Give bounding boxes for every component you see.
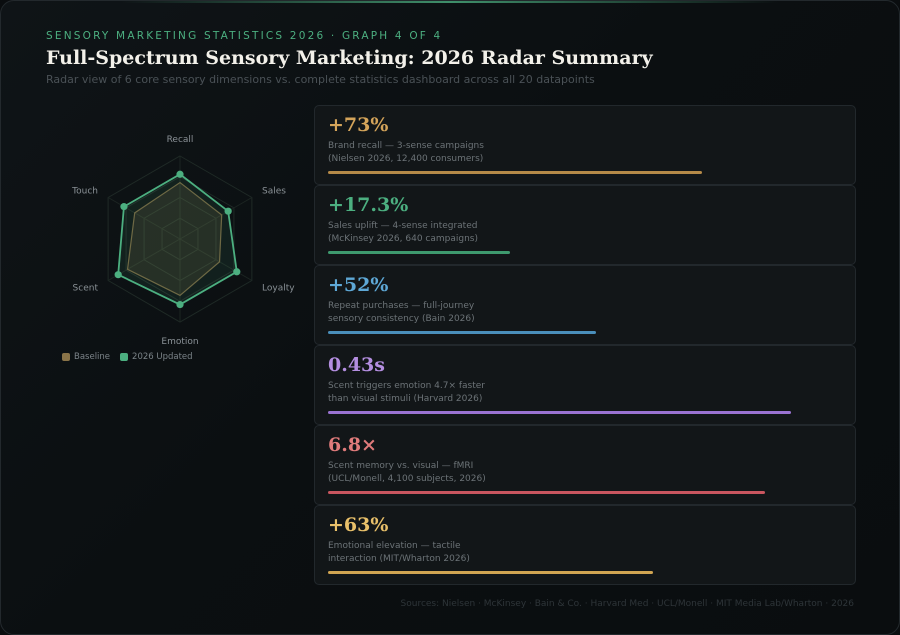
- stat-description: Scent triggers emotion 4.7× faster than v…: [328, 380, 528, 406]
- stat-value: +63%: [328, 514, 389, 536]
- stat-desc-line: Scent triggers emotion 4.7× faster: [328, 381, 485, 391]
- sources-footer: Sources: Nielsen · McKinsey · Bain & Co.…: [400, 599, 854, 609]
- radar-spoke: [179, 197, 253, 240]
- legend-swatch-baseline: [62, 353, 70, 361]
- radar-point: [120, 203, 128, 211]
- radar-series-baseline: [126, 181, 223, 297]
- radar-series-updated: [117, 173, 238, 306]
- stat-card: +73% Brand recall — 3-sense campaigns (Ni…: [314, 105, 856, 185]
- stat-value: +17.3%: [328, 194, 409, 216]
- legend-swatch-updated: [120, 353, 129, 361]
- stat-desc-line: interaction (MIT/Wharton 2026): [328, 554, 470, 564]
- page-title: Full-Spectrum Sensory Marketing: 2026 Ra…: [46, 47, 653, 69]
- stat-value: +52%: [328, 274, 389, 296]
- radar-svg: Recall Sales Loyalty Emotion Scent Touch: [71, 135, 295, 347]
- radar-spoke: [107, 197, 181, 240]
- stat-description: Brand recall — 3-sense campaigns (Nielsen…: [328, 140, 528, 166]
- radar-point: [176, 300, 184, 309]
- stat-value: 6.8×: [328, 434, 377, 456]
- stat-value: +73%: [328, 114, 389, 136]
- stat-description: Emotional elevation — tactile interaction…: [328, 540, 528, 566]
- legend-label-baseline: Baseline: [74, 352, 111, 362]
- radar-axis-label: Sales: [262, 187, 286, 197]
- radar-axis-label: Scent: [73, 284, 99, 294]
- stat-bar: [328, 171, 703, 174]
- stat-bar: [328, 491, 765, 494]
- stat-desc-line: Sales uplift — 4-sense integrated: [328, 221, 478, 231]
- radar-legend: Baseline 2026 Updated: [62, 352, 193, 362]
- stat-card: 0.43s Scent triggers emotion 4.7× faster…: [314, 345, 856, 425]
- stat-desc-line: Emotional elevation — tactile: [328, 541, 461, 551]
- radar-point: [114, 271, 122, 279]
- radar-axis-label: Emotion: [161, 337, 198, 347]
- legend-item-baseline: Baseline: [62, 352, 110, 362]
- stat-desc-line: (McKinsey 2026, 640 campaigns): [328, 234, 478, 244]
- stat-desc-line: (UCL/Monell, 4,100 subjects, 2026): [328, 474, 486, 484]
- stat-description: Scent memory vs. visual — fMRI (UCL/Monel…: [328, 460, 528, 486]
- legend-label-updated: 2026 Updated: [132, 352, 193, 362]
- stat-desc-line: (Nielsen 2026, 12,400 consumers): [328, 154, 484, 164]
- stat-value: 0.43s: [328, 354, 385, 376]
- radar-axis-label: Recall: [167, 135, 194, 145]
- stat-desc-line: than visual stimuli (Harvard 2026): [328, 394, 483, 404]
- stat-card: +52% Repeat purchases — full-journey sens…: [314, 265, 856, 345]
- radar-chart: Recall Sales Loyalty Emotion Scent Touch Base…: [46, 119, 311, 369]
- stat-description: Repeat purchases — full-journey sensory c…: [328, 300, 528, 326]
- radar-axis-label: Loyalty: [262, 284, 295, 294]
- stat-desc-line: Repeat purchases — full-journey: [328, 301, 475, 311]
- page-subtitle: Radar view of 6 core sensory dimensions …: [46, 73, 595, 86]
- stat-bar: [328, 411, 791, 414]
- stat-desc-line: Scent memory vs. visual — fMRI: [328, 461, 474, 471]
- stat-desc-line: Brand recall — 3-sense campaigns: [328, 141, 484, 151]
- radar-point: [176, 170, 184, 178]
- stat-card: 6.8× Scent memory vs. visual — fMRI (UCL/…: [314, 425, 856, 505]
- stat-bar: [328, 571, 653, 574]
- stat-bar: [328, 331, 596, 334]
- stat-desc-line: sensory consistency (Bain 2026): [328, 314, 475, 324]
- stat-bar: [328, 251, 510, 254]
- legend-item-updated: 2026 Updated: [120, 352, 193, 362]
- stat-cards: +73% Brand recall — 3-sense campaigns (Ni…: [314, 105, 856, 585]
- radar-point: [233, 268, 241, 276]
- stat-card: +63% Emotional elevation — tactile intera…: [314, 505, 856, 585]
- stat-description: Sales uplift — 4-sense integrated (McKins…: [328, 220, 528, 246]
- radar-axis-label: Touch: [71, 187, 98, 197]
- eyebrow-label: SENSORY MARKETING STATISTICS 2026 · GRAP…: [46, 30, 443, 42]
- stat-card: +17.3% Sales uplift — 4-sense integrated…: [314, 185, 856, 265]
- radar-point: [224, 207, 232, 215]
- accent-topline: [121, 1, 779, 3]
